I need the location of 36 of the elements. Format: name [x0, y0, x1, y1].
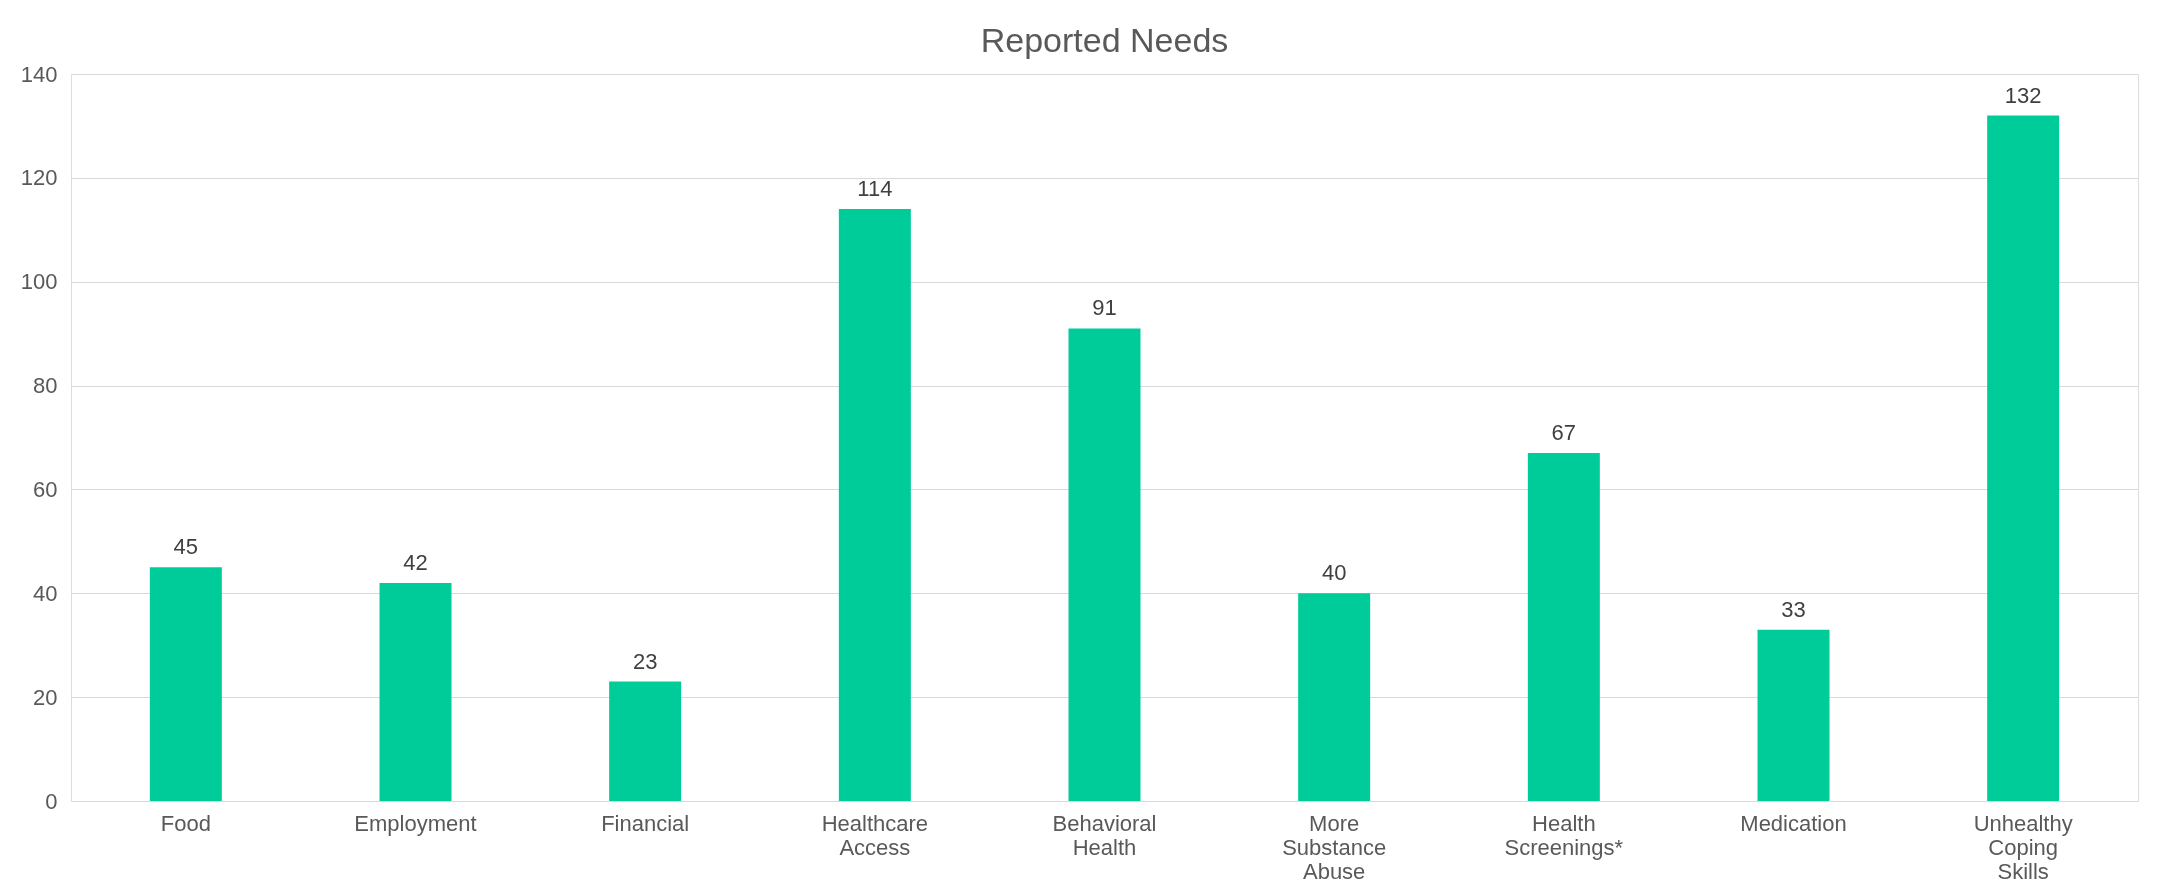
x-tick-label: Financial — [601, 810, 690, 836]
data-label: 114 — [857, 176, 893, 202]
y-tick-label: 20 — [33, 684, 58, 710]
y-tick-label: 140 — [20, 61, 58, 87]
y-tick-label: 0 — [45, 788, 58, 814]
x-tick-label: Behavioral Health — [1052, 810, 1157, 860]
data-label: 67 — [1551, 420, 1577, 446]
bar — [379, 582, 452, 801]
x-tick-label: More Substance Abuse — [1282, 810, 1387, 884]
data-label: 91 — [1092, 295, 1117, 321]
x-tick-label: Medication — [1740, 810, 1847, 836]
y-tick-label: 60 — [33, 476, 58, 502]
data-label: 132 — [2004, 82, 2042, 108]
bar — [1298, 593, 1371, 801]
data-label: 23 — [632, 648, 658, 674]
bar — [1527, 453, 1600, 801]
y-tick-label: 40 — [33, 580, 58, 606]
x-tick-label: Healthcare Access — [821, 810, 929, 860]
x-tick-label: Health Screenings* — [1504, 810, 1624, 860]
data-label: 42 — [403, 549, 428, 575]
data-label: 45 — [173, 534, 199, 560]
bar — [1068, 328, 1141, 801]
y-tick-label: 100 — [20, 269, 58, 295]
y-tick-label: 80 — [33, 373, 58, 399]
bar — [1757, 629, 1830, 801]
x-tick-label: Employment — [354, 810, 477, 836]
data-label: 33 — [1781, 596, 1806, 622]
bar — [838, 209, 911, 801]
x-tick-label: Unhealthy Coping Skills — [1973, 810, 2073, 884]
data-label: 40 — [1321, 560, 1347, 586]
chart-title: Reported Needs — [980, 21, 1229, 59]
bar — [1987, 115, 2060, 801]
bar — [609, 681, 682, 801]
y-tick-label: 120 — [20, 165, 58, 191]
x-tick-label: Food — [160, 810, 211, 836]
bar — [149, 567, 222, 801]
